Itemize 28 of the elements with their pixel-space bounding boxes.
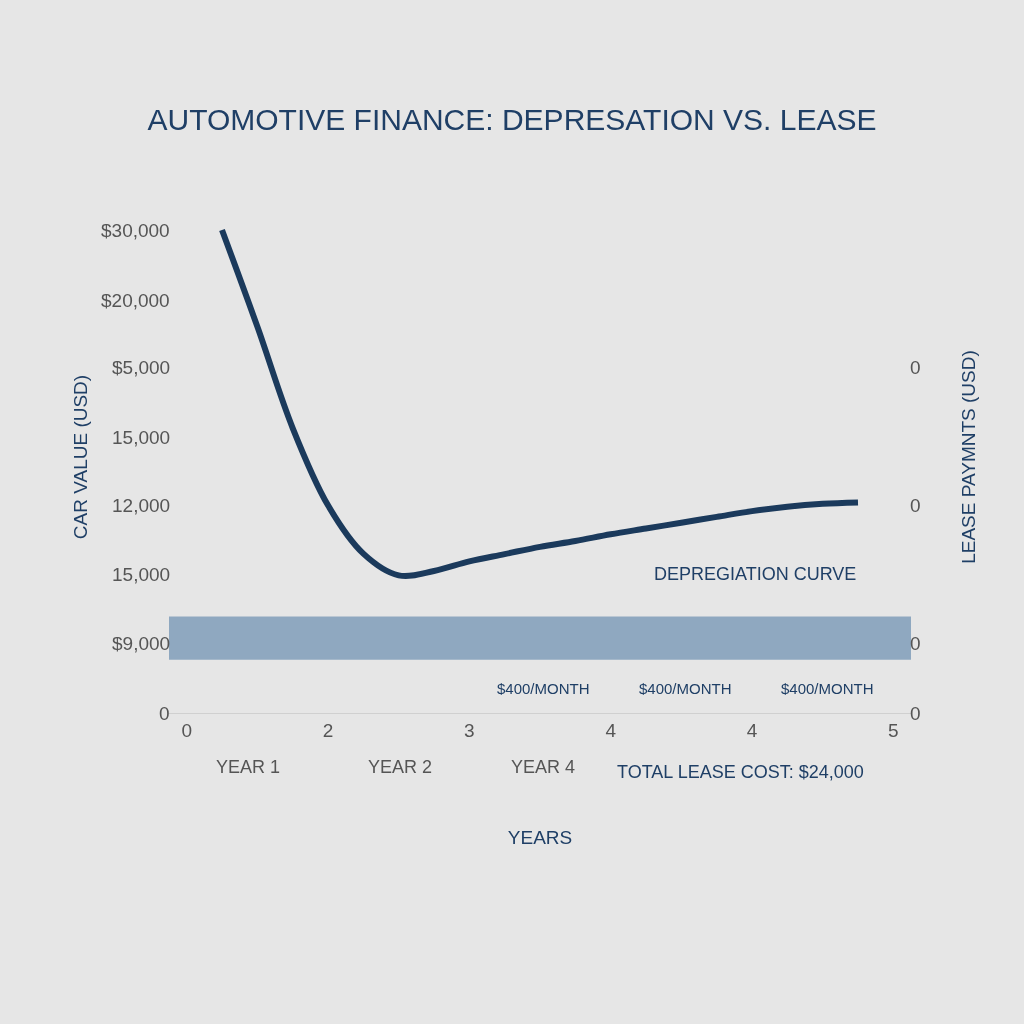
annotation: $30,000 [101, 220, 170, 241]
annotation: 12,000 [112, 495, 171, 516]
annotation: 0 [910, 703, 921, 724]
y2-axis-title: LEASE PAYMNTS (USD) [957, 350, 979, 564]
x-tick-label: 4 [605, 719, 617, 741]
annotation: DEPREGIATION CURVE [654, 564, 857, 584]
x-tick-label: 5 [888, 719, 899, 741]
annotation: $400/MONTH [639, 680, 732, 697]
annotation: 0 [910, 495, 921, 516]
annotation: $20,000 [101, 290, 170, 311]
annotation: 15,000 [112, 564, 171, 585]
annotation: $400/MONTH [781, 680, 874, 697]
y-axis-title: CAR VALUE (USD) [69, 374, 91, 540]
x-tick-label: 2 [322, 719, 334, 741]
text: YEAR 1 [216, 757, 281, 777]
text: TOTAL LEASE COST: $24,000 [617, 762, 864, 782]
annotation: 0 [910, 357, 921, 378]
annotation: 15,000 [112, 427, 171, 448]
annotation: 0 [159, 703, 170, 724]
annotation: $5,000 [112, 357, 171, 378]
x-tick-label: 3 [464, 719, 475, 741]
text: YEAR 4 [511, 757, 576, 777]
annotation: $400/MONTH [497, 680, 590, 697]
x-axis-title: YEARS [507, 826, 573, 848]
x-tick-label: 4 [746, 719, 758, 741]
text: YEAR 2 [368, 757, 433, 777]
x-tick-label: 0 [181, 719, 192, 741]
chart-title: AUTOMOTIVE FINANCE: DEPRESATION VS. LEASE [147, 103, 877, 137]
